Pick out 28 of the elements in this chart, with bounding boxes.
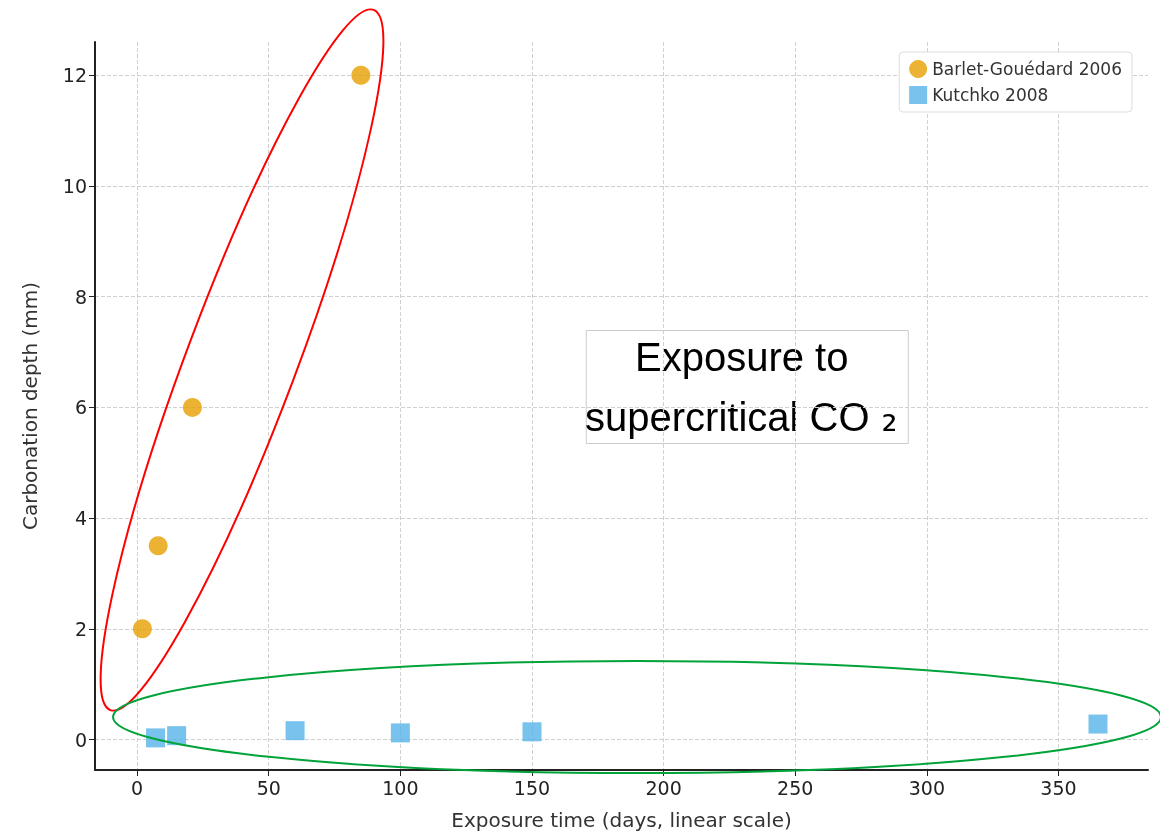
point <box>285 721 305 741</box>
x-tick-label: 150 <box>513 776 551 799</box>
point <box>522 722 542 742</box>
x-axis-title: Exposure time (days, linear scale) <box>451 808 792 832</box>
point <box>351 65 371 85</box>
legend-label: Barlet-Gouédard 2006 <box>932 59 1122 79</box>
x-tick-label: 300 <box>908 776 945 799</box>
x-tick-label: 0 <box>131 776 144 799</box>
point <box>390 723 410 743</box>
x-tick-label: 250 <box>777 776 814 799</box>
y-tick-label: 6 <box>74 396 87 419</box>
point <box>148 536 168 556</box>
x-tick-label: 350 <box>1040 776 1077 799</box>
y-tick-label: 2 <box>74 617 87 640</box>
legend-label: Kutchko 2008 <box>932 85 1049 105</box>
point <box>1088 714 1108 734</box>
point <box>182 397 202 417</box>
y-tick-label: 10 <box>62 174 87 197</box>
x-tick-label: 200 <box>645 776 682 799</box>
point <box>167 726 187 746</box>
y-axis-title: Carbonation depth (mm) <box>18 281 42 531</box>
x-tick-label: 50 <box>256 776 281 799</box>
x-tick-label: 100 <box>382 776 419 799</box>
point <box>132 619 152 639</box>
y-tick-label: 4 <box>74 507 87 530</box>
y-tick-label: 8 <box>74 285 87 308</box>
y-tick-label: 0 <box>74 728 87 751</box>
y-tick-label: 12 <box>62 64 87 87</box>
